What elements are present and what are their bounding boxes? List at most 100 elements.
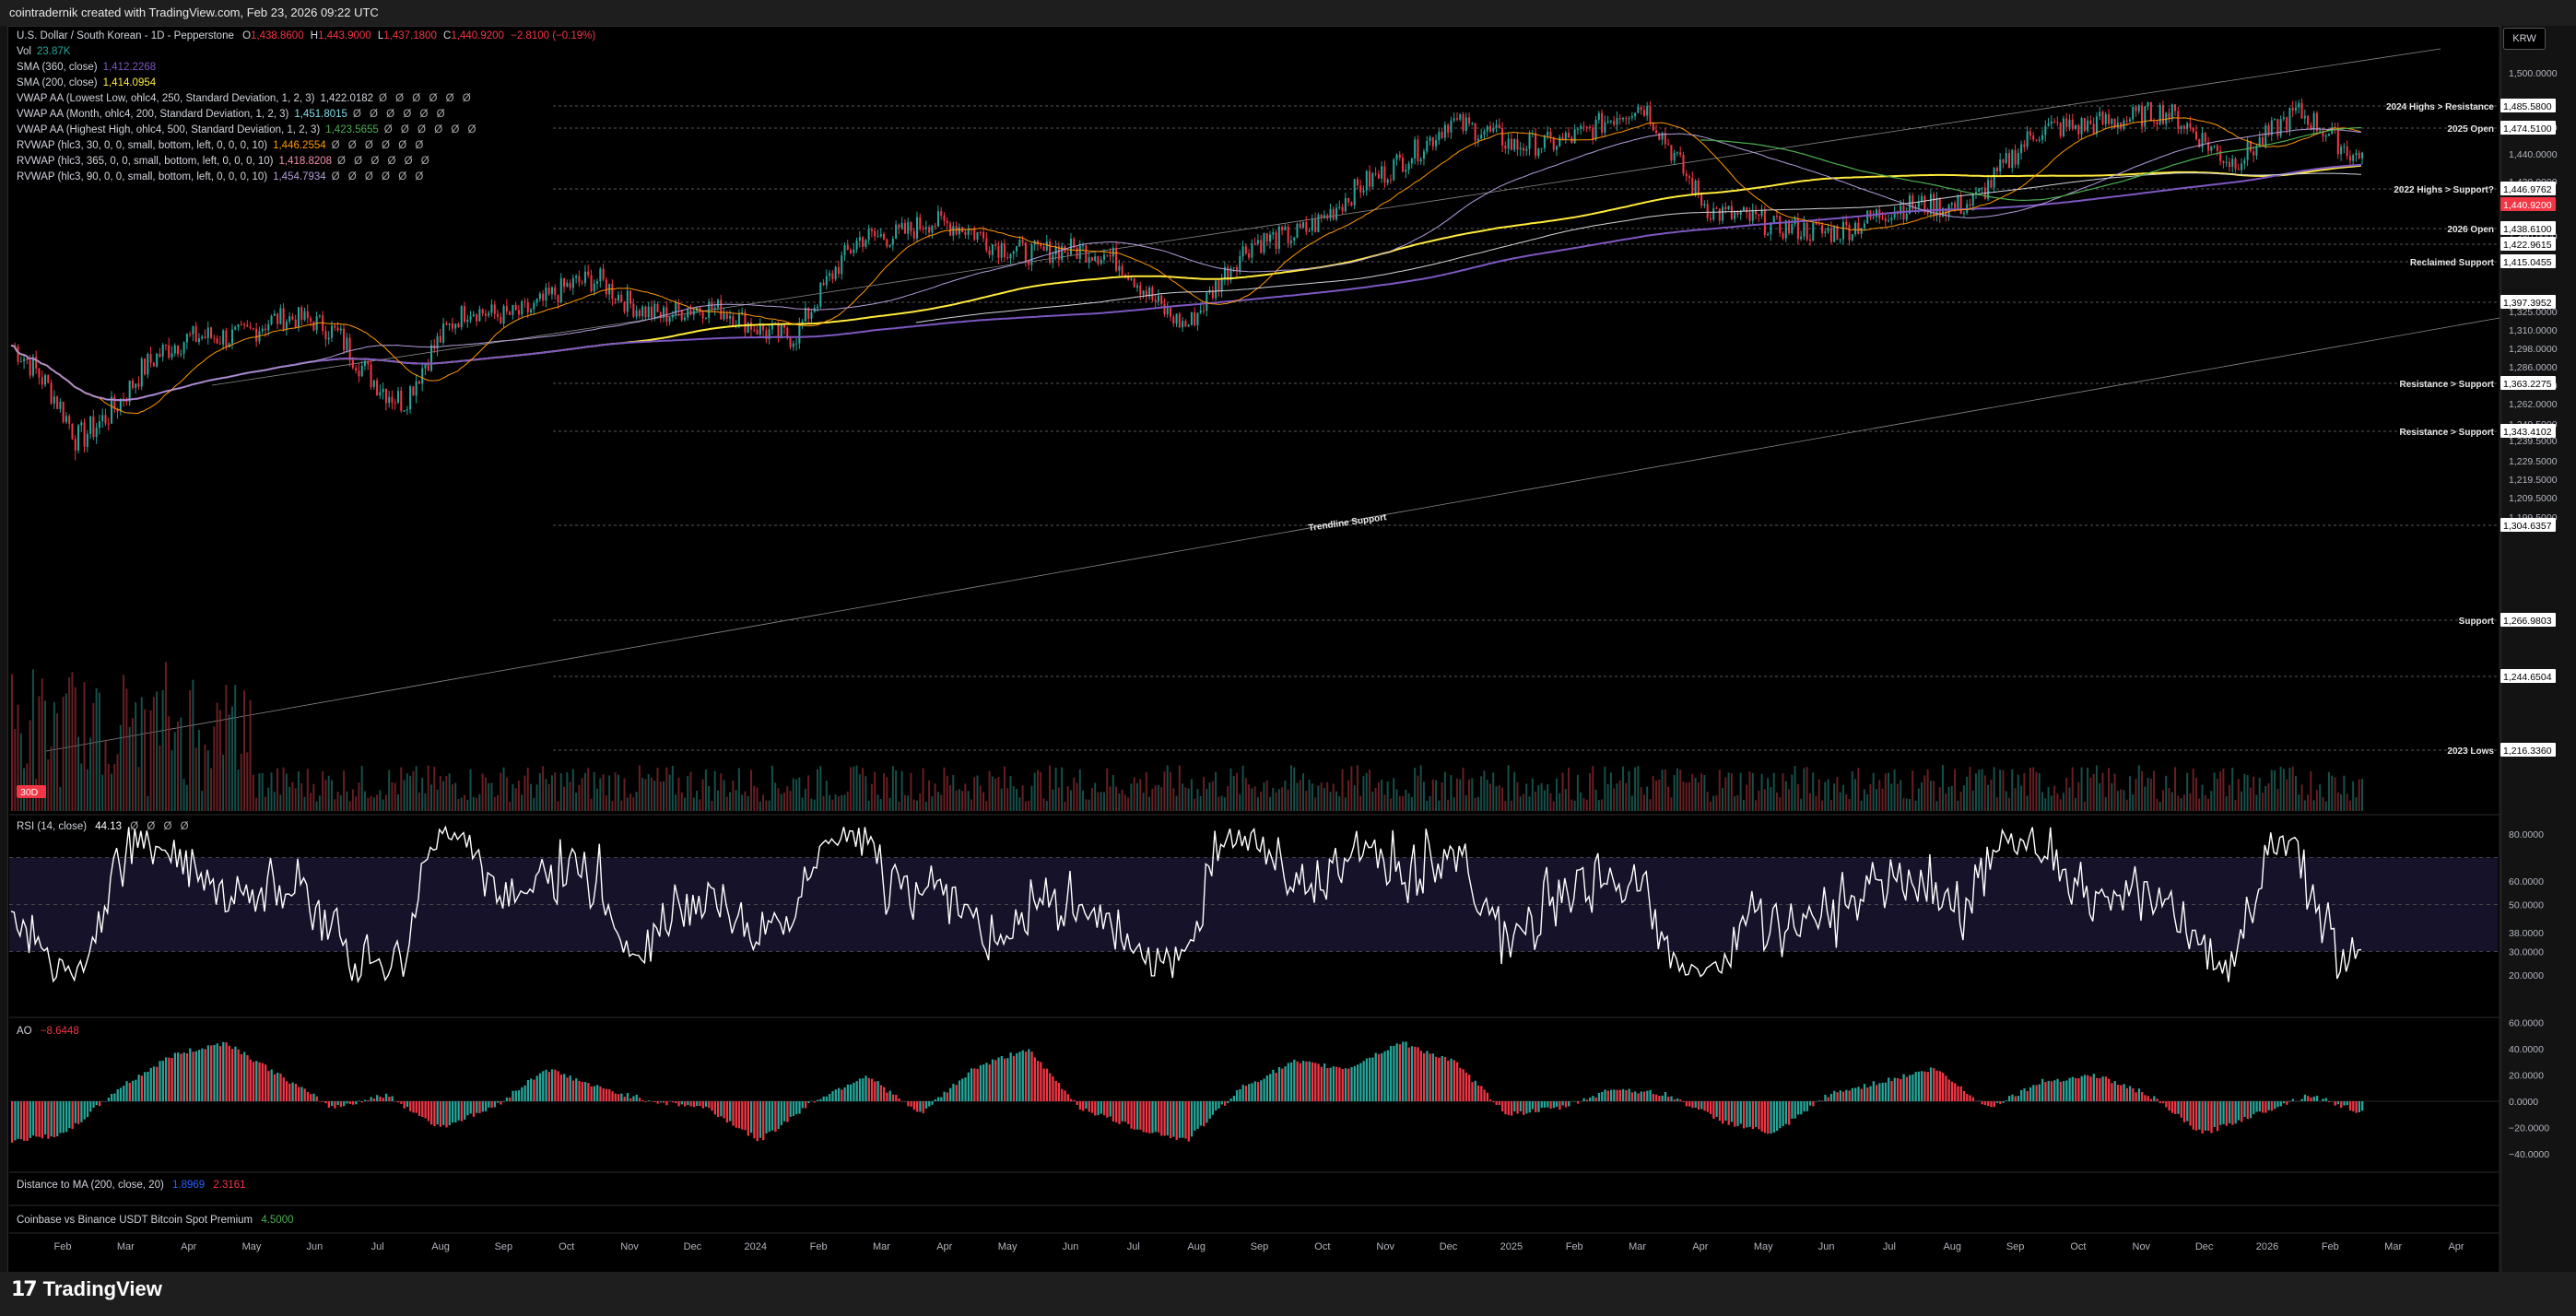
volume-bar [1869, 783, 1872, 811]
candle-body [711, 301, 713, 310]
candle-body [575, 276, 578, 278]
candle-body [445, 323, 448, 325]
candle-body [29, 360, 31, 376]
ao-bar [563, 1074, 566, 1101]
ao-bar [2080, 1075, 2083, 1101]
ao-legend[interactable]: AO −8.6448 [17, 1024, 79, 1040]
volume-bar [853, 766, 855, 811]
legend-settings-icons[interactable]: Ø Ø Ø Ø Ø Ø [379, 93, 474, 104]
candle-body [1670, 145, 1673, 161]
candle-body [370, 364, 372, 387]
volume-bar [469, 769, 472, 811]
legend-row[interactable]: RVWAP (hlc3, 90, 0, 0, small, bottom, le… [17, 170, 478, 185]
legend-settings-icons[interactable]: Ø Ø Ø Ø Ø Ø [352, 109, 448, 120]
volume-bar [1474, 797, 1476, 811]
currency-badge[interactable]: KRW [2503, 28, 2546, 50]
premium-legend[interactable]: Coinbase vs Binance USDT Bitcoin Spot Pr… [17, 1213, 294, 1228]
volume-bar [620, 800, 623, 811]
rsi-settings-icons[interactable]: Ø Ø Ø Ø [130, 821, 192, 832]
candle-body [324, 331, 327, 340]
ao-bar [2253, 1101, 2255, 1114]
ao-bar [2141, 1091, 2144, 1101]
volume-bar [370, 795, 372, 811]
volume-bar [164, 662, 167, 811]
legend-settings-icons[interactable]: Ø Ø Ø Ø Ø Ø [383, 124, 479, 135]
ao-bar [976, 1068, 979, 1101]
tradingview-logo[interactable]: 17 TradingView [11, 1277, 162, 1301]
volume-bar [1857, 768, 1860, 811]
ao-bar [1030, 1052, 1033, 1101]
volume-bar [985, 801, 988, 811]
volume-bar [829, 794, 831, 811]
chart-frame[interactable] [7, 26, 2501, 1274]
time-tick-label: 2026 [2256, 1241, 2278, 1252]
ao-bar [725, 1101, 729, 1123]
legend-row[interactable]: VWAP AA (Month, ohlc4, 200, Standard Dev… [17, 107, 478, 123]
legend-row[interactable]: RVWAP (hlc3, 30, 0, 0, small, bottom, le… [17, 138, 478, 154]
volume-bar [770, 765, 773, 811]
ao-bar [1694, 1101, 1697, 1108]
price-tick-label: 1,298.0000 [2509, 344, 2558, 355]
ao-bar [2303, 1094, 2307, 1101]
legend-row[interactable]: RVWAP (hlc3, 365, 0, 0, small, bottom, l… [17, 154, 478, 170]
ao-bar [1540, 1101, 1543, 1109]
legend-row[interactable]: VWAP AA (Lowest Low, ohlc4, 250, Standar… [17, 91, 478, 107]
volume-bar [1839, 792, 1841, 811]
volume-bar [111, 773, 112, 811]
ao-bar [581, 1082, 583, 1101]
volume-bar [2225, 796, 2228, 811]
ao-bar [2225, 1101, 2228, 1126]
candle-body [563, 277, 566, 288]
candle-body [526, 301, 529, 313]
candle-body [1845, 221, 1848, 225]
volume-bar [2011, 769, 2014, 811]
ao-bar [1987, 1101, 1990, 1107]
volume-bar [1824, 781, 1827, 811]
ao-tick-label: 20.0000 [2509, 1071, 2544, 1082]
ao-bar [2207, 1101, 2210, 1131]
volume-bar [376, 794, 379, 811]
ao-bar [1251, 1083, 1253, 1101]
ao-bar [300, 1087, 303, 1101]
ao-bar [1679, 1099, 1682, 1101]
legend-settings-icons[interactable]: Ø Ø Ø Ø Ø Ø [331, 140, 427, 151]
price-tag-value: 1,397.3952 [2503, 298, 2552, 309]
candle-body [829, 273, 831, 276]
ao-bar [810, 1100, 813, 1102]
ao-bar [1763, 1101, 1767, 1134]
volume-bar [744, 791, 747, 811]
candle-body [912, 230, 915, 239]
candle-body [197, 338, 200, 343]
ao-bar [189, 1048, 192, 1101]
volume-bar [1806, 767, 1808, 811]
candle-body [177, 345, 180, 354]
legend-settings-icons[interactable]: Ø Ø Ø Ø Ø Ø [337, 156, 432, 167]
candle-body [1042, 246, 1045, 251]
volume-bar [2241, 791, 2243, 811]
candle-body [213, 337, 216, 339]
symbol-header[interactable]: U.S. Dollar / South Korean - 1D - Pepper… [17, 29, 595, 44]
legend-row[interactable]: Vol 23.87K [17, 44, 478, 60]
legend-row[interactable]: VWAP AA (Highest High, ohlc4, 500, Stand… [17, 123, 478, 138]
ao-bar [1178, 1101, 1182, 1138]
volume-bar [2161, 790, 2164, 811]
distance-legend[interactable]: Distance to MA (200, close, 20) 1.8969 2… [17, 1178, 246, 1193]
ao-bar [457, 1101, 460, 1121]
ao-bar [711, 1101, 713, 1111]
candle-body [635, 310, 638, 317]
rsi-legend[interactable]: RSI (14, close) 44.13 Ø Ø Ø Ø [17, 819, 192, 835]
ao-bar [336, 1101, 339, 1106]
candle-body [282, 308, 285, 330]
legend-settings-icons[interactable]: Ø Ø Ø Ø Ø Ø [331, 171, 427, 182]
legend-row[interactable]: SMA (360, close) 1,412.2268 [17, 60, 478, 76]
ao-bar [1522, 1101, 1525, 1115]
volume-bar [1763, 789, 1766, 811]
candle-body [1881, 217, 1884, 219]
ohlc-change: −2.8100 (−0.19%) [511, 30, 596, 41]
candle-body [1522, 147, 1525, 151]
legend-row[interactable]: SMA (200, close) 1,414.0954 [17, 76, 478, 91]
ao-bar [922, 1101, 924, 1113]
candle-body [1441, 132, 1443, 138]
volume-bar [1135, 782, 1138, 811]
